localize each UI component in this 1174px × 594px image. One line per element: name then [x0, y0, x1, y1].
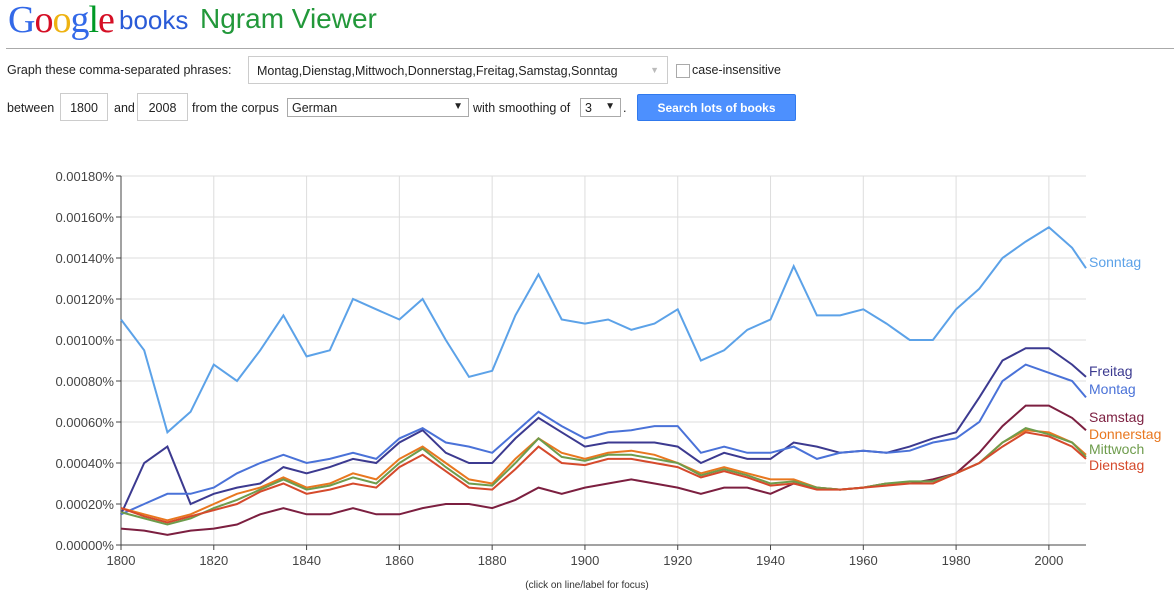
dropdown-arrow-icon: ▼: [650, 65, 659, 75]
x-tick-label: 1920: [663, 553, 692, 568]
x-tick-label: 1940: [756, 553, 785, 568]
corpus-select[interactable]: German ▼: [287, 98, 469, 117]
series-line-sonntag[interactable]: [120, 226, 1087, 435]
y-tick-label: 0.00080%: [55, 374, 114, 389]
series-line-samstag[interactable]: [120, 404, 1087, 536]
x-tick-label: 1880: [478, 553, 507, 568]
y-tick-label: 0.00060%: [55, 415, 114, 430]
series-label-montag[interactable]: Montag: [1089, 381, 1136, 397]
series-label-donnerstag[interactable]: Donnerstag: [1089, 426, 1161, 442]
google-logo[interactable]: Google: [8, 0, 115, 41]
x-tick-label: 1820: [199, 553, 228, 568]
dropdown-arrow-icon: ▼: [605, 101, 615, 112]
x-tick-label: 1900: [570, 553, 599, 568]
smoothing-value: 3: [585, 101, 592, 115]
period-text: .: [623, 101, 627, 115]
y-tick-label: 0.00180%: [55, 169, 114, 184]
phrases-input[interactable]: Montag,Dienstag,Mittwoch,Donnerstag,Frei…: [248, 56, 668, 84]
books-logo-text[interactable]: books: [119, 5, 189, 35]
series-line-freitag[interactable]: [120, 347, 1087, 515]
page-title: Ngram Viewer: [200, 3, 377, 34]
y-tick-label: 0.00100%: [55, 333, 114, 348]
series-label-sonntag[interactable]: Sonntag: [1089, 254, 1141, 270]
series-line-dienstag[interactable]: [120, 431, 1087, 524]
x-tick-label: 1980: [942, 553, 971, 568]
corpus-value: German: [292, 101, 338, 115]
series-label-freitag[interactable]: Freitag: [1089, 363, 1133, 379]
chart-hint: (click on line/label for focus): [525, 580, 649, 591]
start-year-input[interactable]: 1800: [60, 93, 108, 121]
between-label: between: [7, 101, 55, 115]
and-label: and: [114, 101, 135, 115]
y-tick-label: 0.00040%: [55, 456, 114, 471]
phrases-label: Graph these comma-separated phrases:: [7, 63, 232, 77]
x-tick-label: 1960: [849, 553, 878, 568]
y-tick-label: 0.00160%: [55, 210, 114, 225]
series-line-mittwoch[interactable]: [120, 427, 1087, 526]
phrases-value: Montag,Dienstag,Mittwoch,Donnerstag,Frei…: [257, 64, 618, 78]
x-tick-label: 1840: [292, 553, 321, 568]
y-tick-label: 0.00020%: [55, 497, 114, 512]
smoothing-select[interactable]: 3 ▼: [580, 98, 621, 117]
y-tick-label: 0.00140%: [55, 251, 114, 266]
end-year-input[interactable]: 2008: [137, 93, 188, 121]
x-tick-label: 2000: [1034, 553, 1063, 568]
x-tick-label: 1860: [385, 553, 414, 568]
search-button[interactable]: Search lots of books: [637, 94, 796, 121]
case-insensitive-checkbox[interactable]: [676, 64, 690, 78]
divider: [6, 48, 1174, 49]
y-tick-label: 0.00120%: [55, 292, 114, 307]
series-label-mittwoch[interactable]: Mittwoch: [1089, 441, 1144, 457]
series-label-dienstag[interactable]: Dienstag: [1089, 457, 1144, 473]
series-line-montag[interactable]: [120, 363, 1087, 516]
smoothing-label: with smoothing of: [473, 101, 571, 115]
dropdown-arrow-icon: ▼: [453, 101, 463, 112]
x-tick-label: 1800: [107, 553, 136, 568]
corpus-label: from the corpus: [192, 101, 279, 115]
y-tick-label: 0.00000%: [55, 538, 114, 553]
case-insensitive-label: case-insensitive: [692, 63, 781, 77]
series-label-samstag[interactable]: Samstag: [1089, 409, 1144, 425]
